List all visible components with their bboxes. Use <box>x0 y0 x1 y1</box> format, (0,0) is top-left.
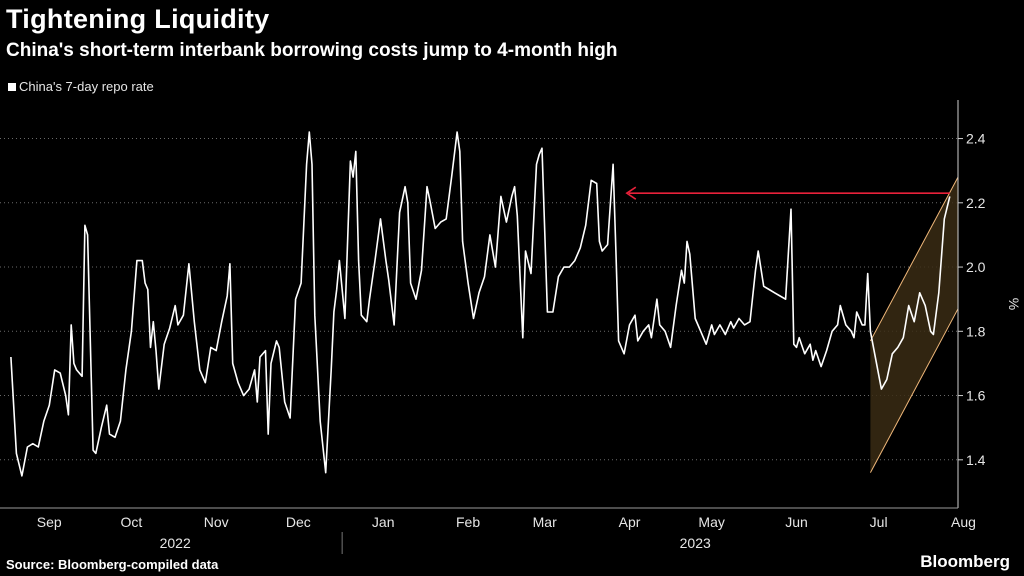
y-tick-label: 2.4 <box>966 131 986 147</box>
reference-arrow-head <box>625 186 637 200</box>
y-tick-label: 1.6 <box>966 388 986 404</box>
channel-fill <box>870 177 958 473</box>
x-tick-label: Dec <box>286 514 311 530</box>
bloomberg-logo: Bloomberg <box>920 552 1010 571</box>
series-line-repo-rate <box>10 131 951 477</box>
x-tick-label: Sep <box>37 514 62 530</box>
axes-layer: 1.4 1.6 1.8 2.0 2.2 2.4% Sep Oct Nov Dec Jan Feb Mar… <box>0 100 1022 554</box>
x-tick-label: Jan <box>372 514 395 530</box>
y-tick-label: 1.8 <box>966 323 986 339</box>
legend: China's 7-day repo rate <box>8 79 154 94</box>
legend-label: China's 7-day repo rate <box>19 79 154 94</box>
y-tick-label: 1.4 <box>966 452 986 468</box>
x-tick-label: May <box>698 514 724 530</box>
grid-layer <box>0 138 958 461</box>
channel-lower-line <box>869 308 959 473</box>
annotation-layer <box>625 186 950 200</box>
channel-upper-line <box>869 176 959 342</box>
source-note: Source: Bloomberg-compiled data <box>6 557 219 572</box>
series-layer <box>10 131 951 477</box>
x-tick-label: Jul <box>870 514 888 530</box>
legend-swatch <box>8 82 16 91</box>
x-tick-label: Jun <box>785 514 808 530</box>
chart-subtitle: China's short-term interbank borrowing c… <box>6 40 618 61</box>
year-label: 2023 <box>680 535 711 551</box>
y-tick-label: 2.0 <box>966 259 986 275</box>
x-tick-label: Nov <box>204 514 229 530</box>
x-tick-label: Feb <box>456 514 480 530</box>
chart-title: Tightening Liquidity <box>6 4 270 34</box>
x-tick-label: Oct <box>120 514 142 530</box>
year-label: 2022 <box>160 535 191 551</box>
trend-channel <box>869 176 959 473</box>
y-axis-label: % <box>1006 298 1022 310</box>
x-tick-label: Apr <box>619 514 641 530</box>
y-tick-label: 2.2 <box>966 195 986 211</box>
x-tick-label: Mar <box>533 514 557 530</box>
x-tick-label: Aug <box>951 514 976 530</box>
